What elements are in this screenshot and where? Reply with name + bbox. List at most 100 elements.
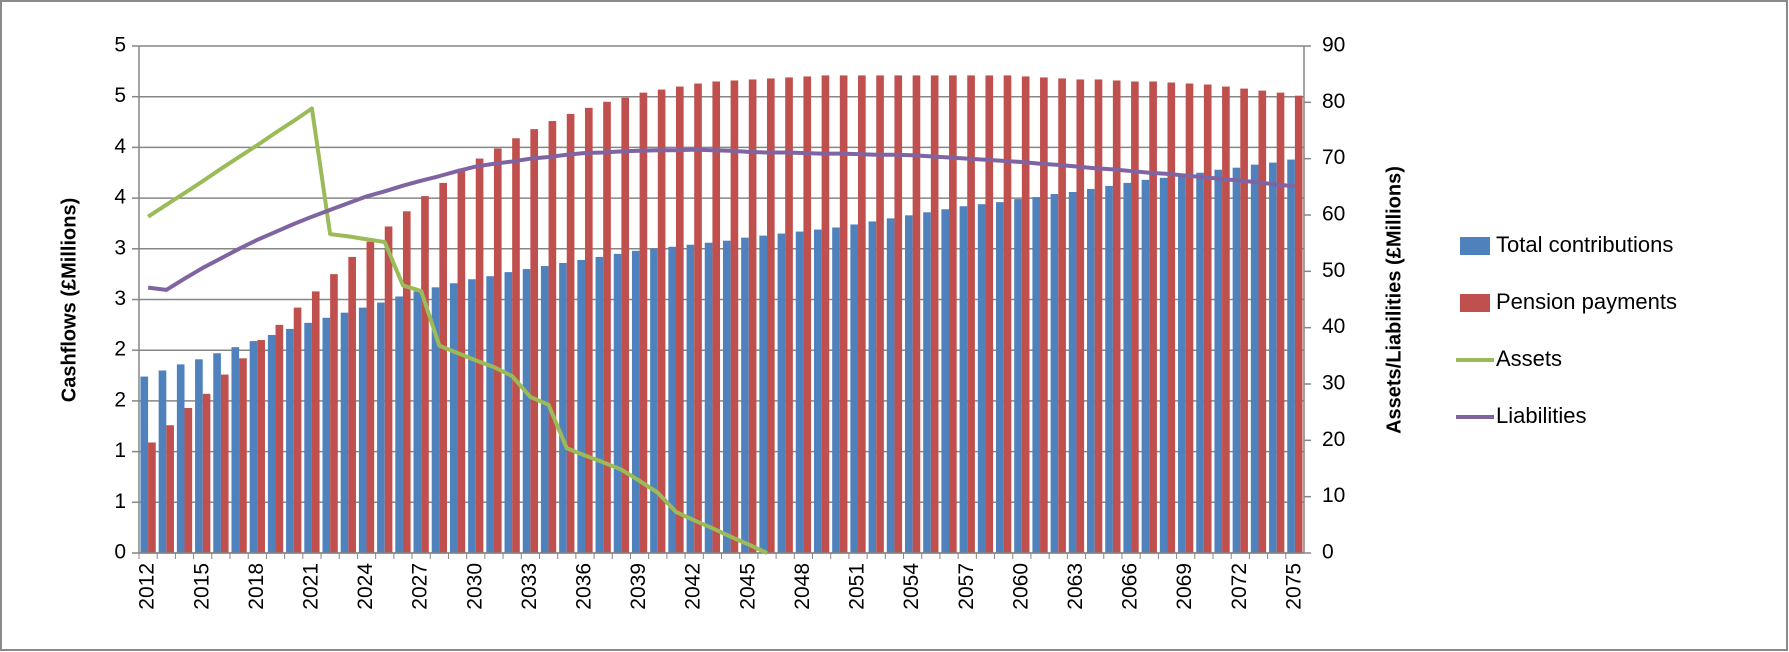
bar	[468, 279, 476, 553]
bar	[668, 246, 676, 553]
bar	[384, 226, 393, 553]
bar	[548, 121, 557, 553]
bar	[176, 364, 185, 553]
bar	[1167, 82, 1176, 553]
bar	[1269, 162, 1277, 554]
bar	[741, 237, 749, 553]
bar	[894, 75, 903, 553]
bar	[1131, 81, 1139, 554]
bar	[286, 328, 294, 553]
bar	[1159, 177, 1168, 553]
bar	[504, 272, 513, 553]
bar	[1196, 172, 1204, 553]
bar	[431, 287, 440, 553]
bar	[839, 75, 848, 553]
bar	[1050, 194, 1059, 553]
bar	[1203, 84, 1212, 554]
bar	[184, 407, 193, 553]
bar	[366, 241, 375, 553]
y-tick-label: 3	[114, 236, 126, 259]
x-tick-label: 2030	[463, 563, 486, 610]
y-tick-label: 2	[114, 338, 126, 361]
x-tick-label: 2024	[354, 563, 377, 610]
y2-tick-label: 80	[1322, 90, 1345, 113]
bar	[158, 370, 167, 553]
y2-tick-label: 70	[1322, 146, 1345, 169]
bar	[876, 75, 884, 553]
bar	[1094, 79, 1103, 553]
x-tick-label: 2033	[518, 563, 541, 610]
bar	[712, 81, 721, 554]
bar	[1232, 167, 1241, 553]
x-tick-label: 2066	[1119, 563, 1142, 610]
bar	[348, 256, 356, 553]
legend-swatch	[1460, 237, 1490, 255]
bar	[1185, 83, 1194, 553]
bar	[330, 274, 338, 553]
y2-tick-label: 0	[1322, 541, 1334, 564]
bar	[540, 266, 549, 553]
legend-label: Liabilities	[1496, 403, 1587, 428]
bar	[1178, 174, 1186, 553]
bar	[613, 253, 622, 553]
bar	[858, 75, 866, 553]
x-tick-label: 2045	[736, 563, 759, 610]
x-tick-label: 2021	[299, 563, 322, 610]
bar	[413, 291, 422, 553]
bar	[559, 262, 567, 553]
bar	[639, 92, 648, 554]
bar	[803, 76, 812, 554]
bar	[967, 75, 975, 553]
bar	[486, 276, 494, 553]
bar	[275, 324, 284, 553]
bar	[912, 75, 921, 553]
y2-tick-label: 50	[1322, 259, 1345, 282]
x-tick-label: 2057	[955, 563, 978, 610]
bar	[457, 168, 466, 553]
bar	[202, 393, 211, 553]
legend-swatch	[1460, 294, 1490, 312]
bar	[239, 358, 247, 553]
x-tick-label: 2042	[682, 563, 705, 610]
bar	[1040, 77, 1048, 554]
bar	[439, 182, 447, 553]
bar	[930, 75, 939, 553]
line-series	[147, 147, 1296, 292]
bar	[584, 107, 593, 553]
x-tick-label: 2012	[136, 563, 159, 610]
bar	[249, 341, 258, 553]
bar	[730, 80, 739, 553]
y-tick-label: 3	[114, 287, 126, 310]
bar	[1240, 88, 1248, 553]
bar	[293, 307, 302, 553]
bar	[868, 221, 877, 553]
bar	[650, 248, 658, 554]
bar	[1058, 78, 1066, 553]
bar	[421, 196, 429, 553]
bar	[377, 302, 385, 553]
x-tick-label: 2054	[900, 563, 923, 610]
bar	[1258, 90, 1267, 553]
bar	[923, 212, 931, 553]
bar	[304, 322, 312, 553]
bar	[512, 138, 520, 554]
bar	[1112, 80, 1121, 553]
bar	[402, 211, 411, 554]
bar	[395, 296, 403, 553]
bar	[959, 206, 968, 553]
bar	[704, 242, 713, 553]
bar	[475, 158, 484, 553]
bar	[140, 376, 149, 553]
x-tick-label: 2036	[573, 563, 596, 610]
bar	[675, 86, 684, 553]
x-tick-label: 2039	[627, 563, 650, 610]
bar	[850, 224, 859, 554]
bar	[595, 256, 604, 553]
bar	[1123, 182, 1132, 553]
x-tick-label: 2051	[846, 563, 869, 610]
y-tick-label: 4	[114, 135, 126, 158]
bar	[985, 75, 994, 553]
x-tick-label: 2060	[1009, 563, 1032, 610]
